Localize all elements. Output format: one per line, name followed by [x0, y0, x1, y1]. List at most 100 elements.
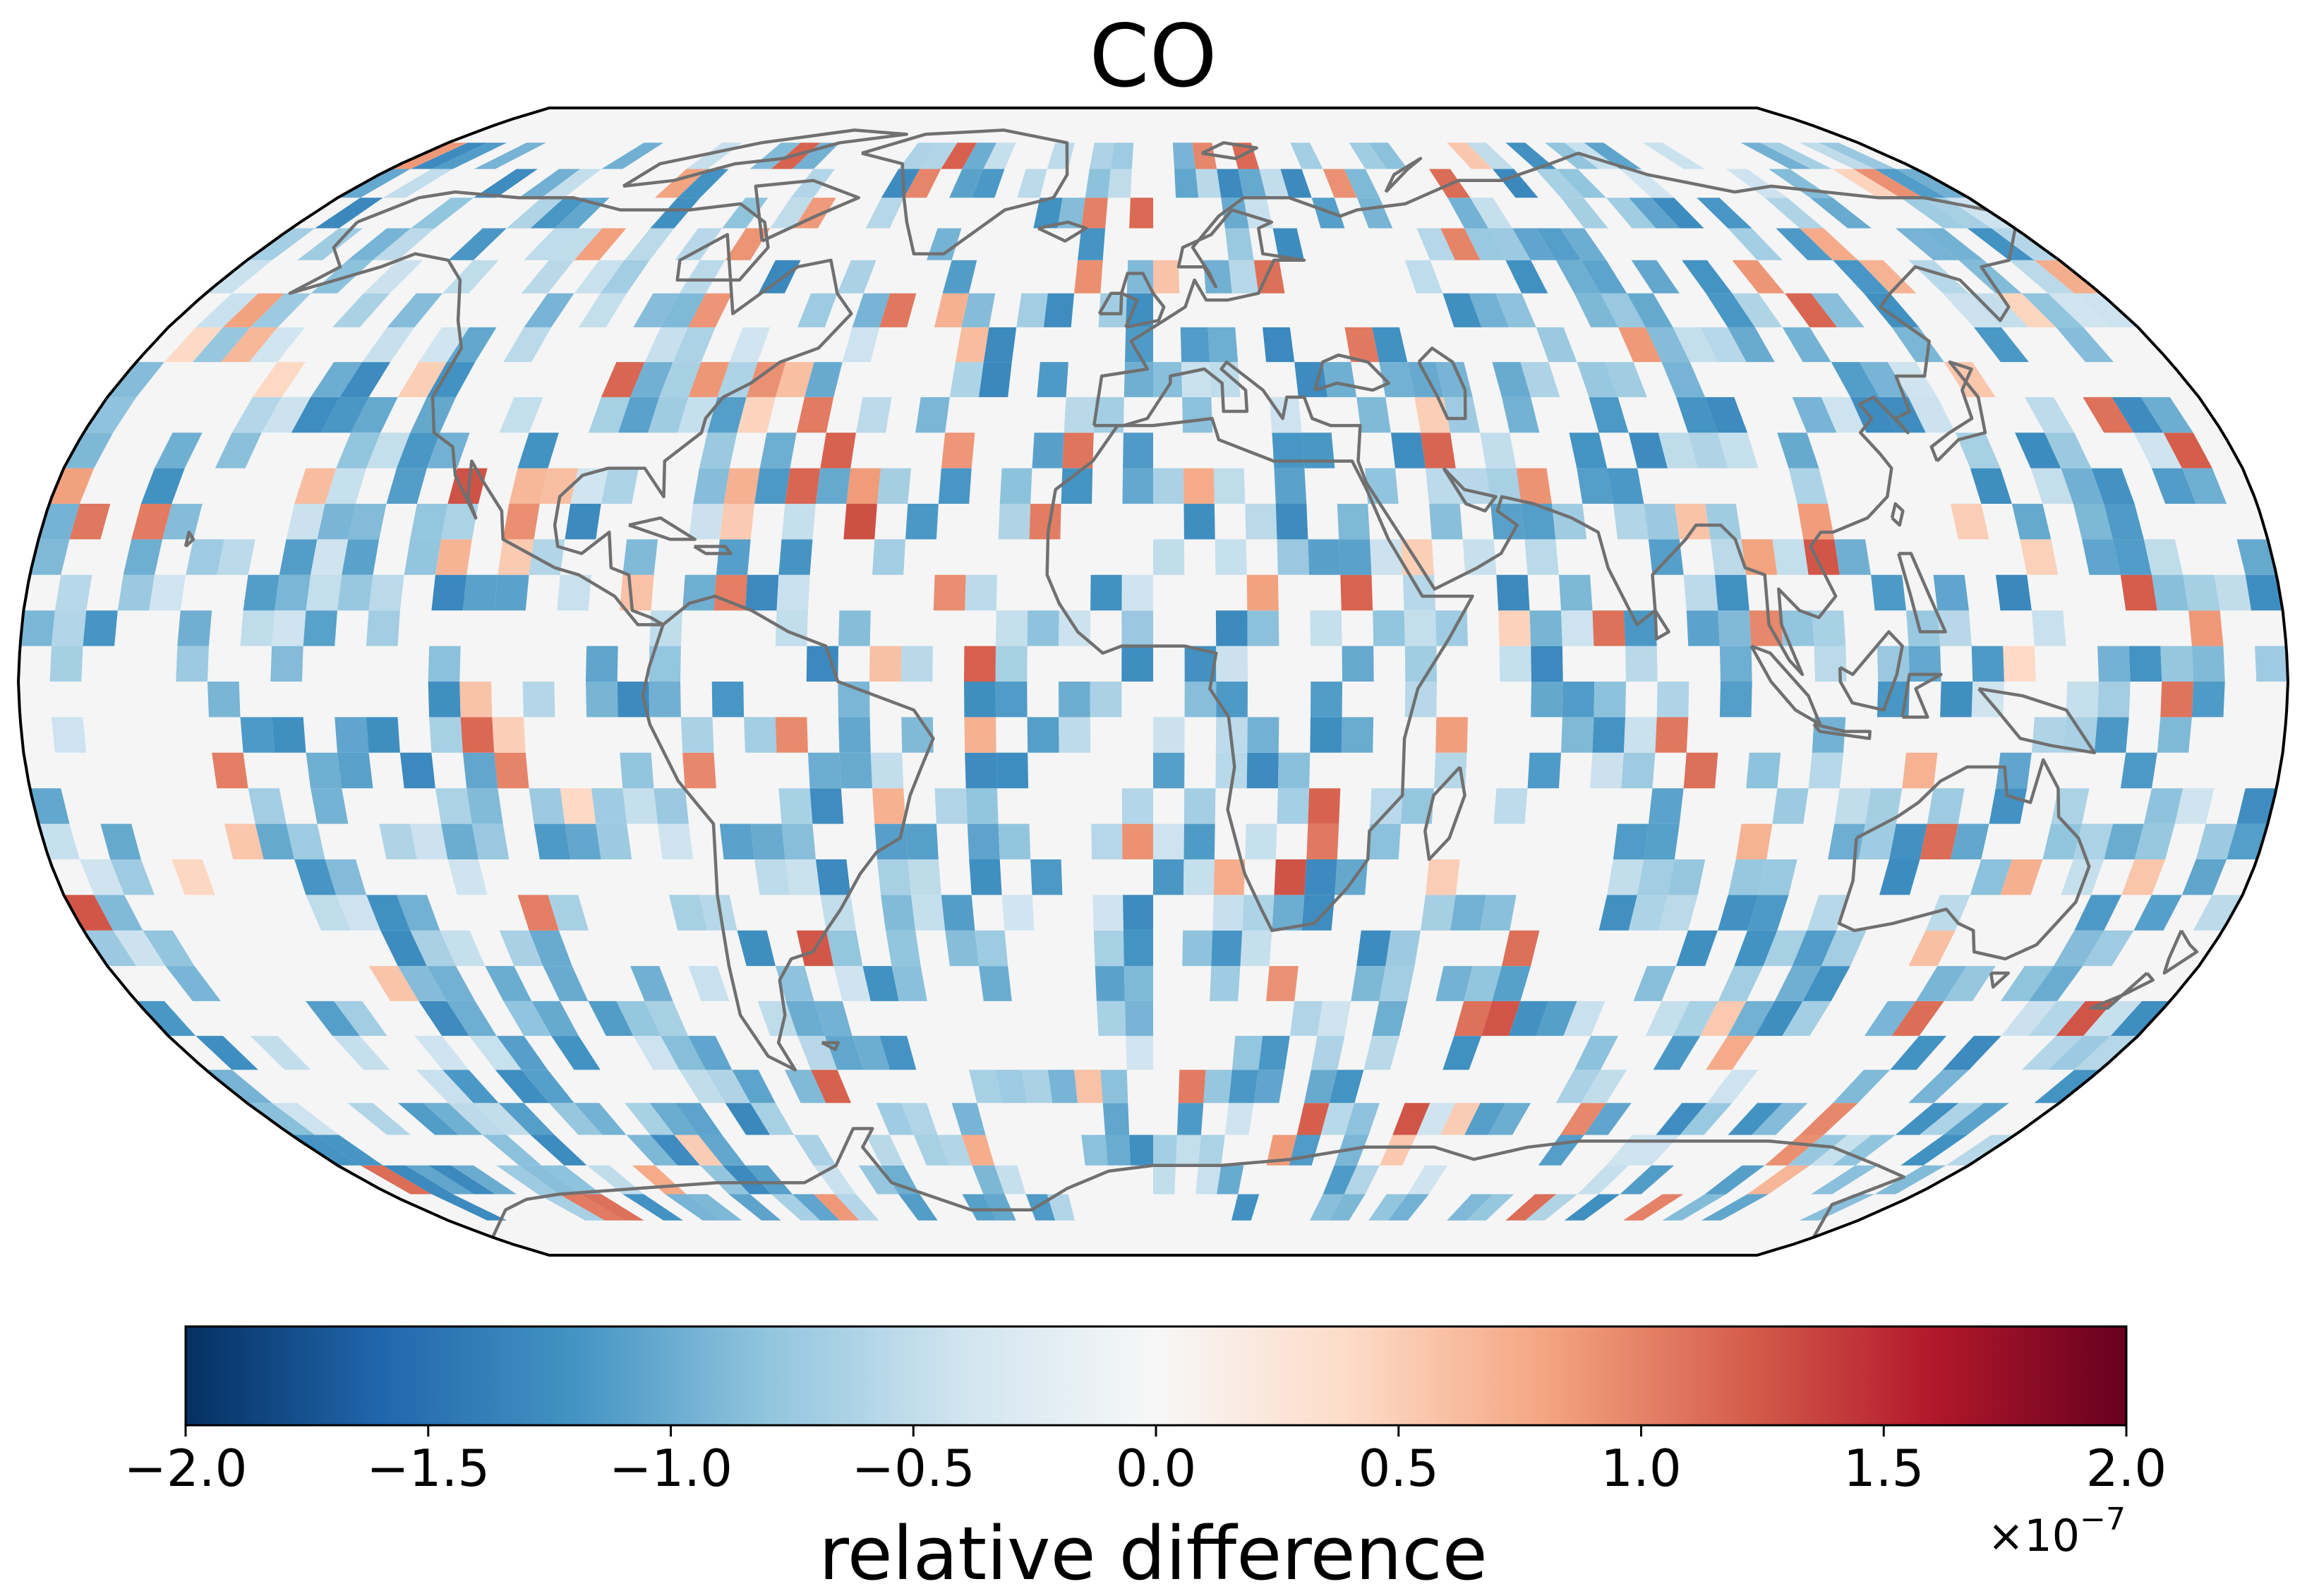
data-cell [1030, 859, 1063, 895]
data-cell [1592, 717, 1626, 753]
data-cell [1747, 1165, 1810, 1195]
data-cell [1466, 1194, 1514, 1221]
data-cell [983, 143, 1016, 169]
data-cell [193, 327, 251, 363]
data-cell [2193, 895, 2243, 931]
data-cell [870, 752, 904, 789]
data-cell [728, 1194, 781, 1221]
coastline-antarctica [491, 1127, 1905, 1238]
data-cell [649, 682, 681, 718]
data-cell [934, 293, 969, 327]
data-cell [435, 788, 472, 824]
data-cell [1496, 574, 1530, 611]
data-cell [644, 1000, 688, 1036]
data-cell [797, 293, 838, 327]
data-cell [2174, 788, 2215, 824]
data-cell [1153, 752, 1185, 789]
data-cell [1356, 397, 1391, 433]
data-cell [1819, 143, 1896, 169]
data-cell [1802, 966, 1850, 1001]
data-cell [719, 504, 754, 540]
data-cell [442, 260, 499, 294]
data-cell [785, 468, 821, 504]
colorbar-label: relative difference [819, 1511, 1487, 1596]
data-cell [972, 1165, 1005, 1195]
data-cell [617, 682, 650, 718]
data-cell [473, 1103, 531, 1135]
data-cell [1620, 169, 1675, 198]
data-cell [1658, 433, 1698, 468]
data-cell [941, 433, 975, 468]
data-cell [1240, 930, 1272, 967]
data-cell [1902, 752, 1938, 789]
data-cell [600, 260, 650, 294]
coastline-caspian [1417, 346, 1467, 421]
data-cell [224, 823, 264, 859]
data-cell [1569, 433, 1608, 468]
data-cell [1758, 859, 1797, 895]
data-cell [1263, 327, 1295, 363]
data-cell [1623, 717, 1657, 753]
data-cell [38, 823, 80, 859]
data-cell [1062, 433, 1094, 468]
data-cell [838, 717, 871, 753]
colorbar-gradient [184, 1325, 2128, 1427]
data-cell [601, 362, 645, 397]
data-cell [725, 1103, 771, 1135]
data-cell [1183, 788, 1216, 824]
data-cell [962, 143, 996, 169]
data-cell [686, 1194, 742, 1221]
data-cell [1655, 717, 1689, 753]
data-cell [1774, 966, 1821, 1001]
colorbar-ticks: −2.0 −1.5 −1.0 −0.5 0.0 0.5 1.0 1.5 2.0 [124, 1425, 2167, 1498]
data-cell [1814, 646, 1847, 682]
data-cell [1618, 327, 1662, 363]
data-cell [1216, 682, 1248, 718]
data-cell [688, 293, 733, 327]
data-cell [778, 788, 813, 824]
data-cell [677, 169, 729, 198]
data-cell [339, 362, 391, 397]
data-cell [1462, 539, 1497, 575]
data-cell [1195, 169, 1222, 198]
data-cell [94, 895, 143, 931]
data-cell [212, 752, 248, 789]
data-cell [215, 433, 262, 468]
coastline-new-zealand-north [2162, 929, 2199, 975]
data-cell [1800, 1103, 1858, 1135]
data-cell [967, 823, 1000, 859]
data-cell [649, 610, 683, 646]
data-cell [1896, 169, 1969, 198]
data-cell [337, 169, 411, 198]
data-cell [1016, 293, 1048, 327]
data-cell [1811, 1165, 1879, 1195]
data-cell [410, 823, 448, 859]
data-cell [995, 646, 1028, 682]
data-cell [1407, 1165, 1448, 1195]
data-cell [877, 468, 911, 504]
data-cell [2034, 260, 2101, 294]
data-cell [380, 930, 427, 967]
data-cell [911, 895, 946, 931]
data-cell [1280, 169, 1312, 198]
data-cell [1605, 362, 1647, 397]
data-cell [1310, 610, 1342, 646]
data-cell [366, 433, 411, 468]
data-cell [306, 1000, 360, 1036]
data-cell [485, 966, 532, 1001]
data-cell [620, 574, 654, 611]
data-cell [1122, 468, 1153, 504]
data-cell [781, 823, 816, 859]
data-cell [915, 397, 950, 433]
data-cell [2056, 327, 2114, 363]
data-cell [1623, 610, 1657, 646]
data-cell [1832, 1135, 1896, 1166]
coastline-taiwan [1890, 502, 1905, 527]
data-cell [1735, 823, 1773, 859]
data-cell [999, 468, 1032, 504]
data-cell [332, 1036, 390, 1070]
data-cell [1673, 1000, 1718, 1036]
data-cell [1178, 1070, 1206, 1104]
coastline-arabia-gulf [1442, 467, 1498, 513]
